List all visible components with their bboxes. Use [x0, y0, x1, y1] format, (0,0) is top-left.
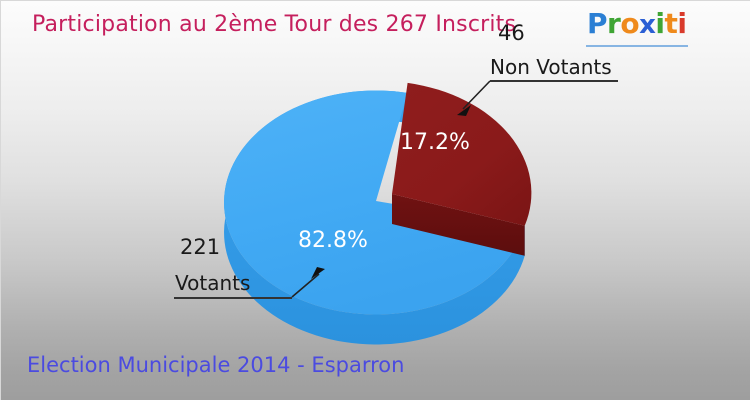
- proxiti-logo[interactable]: Proxiti: [587, 7, 687, 40]
- non-votants-value: 46: [498, 21, 525, 45]
- leader-votants: [291, 267, 325, 298]
- votants-underline: [174, 297, 292, 299]
- slice-votants-percentage: 82.8%: [298, 228, 368, 253]
- slice-non-votants-percentage: 17.2%: [400, 130, 470, 155]
- logo-underline: [586, 45, 688, 47]
- logo-letter-i1: i: [655, 7, 665, 40]
- logo-letter-x: x: [639, 10, 656, 40]
- votants-label: Votants: [175, 271, 251, 295]
- slice-votants-top: [224, 90, 525, 315]
- votants-value: 221: [180, 235, 221, 259]
- non-votants-label: Non Votants: [490, 55, 612, 79]
- slice-non-votants[interactable]: 17.2%: [392, 82, 532, 256]
- logo-letter-p: P: [587, 7, 608, 40]
- logo-letter-r: r: [607, 7, 621, 40]
- slice-non-votants-top: [392, 82, 532, 226]
- footer-caption: Election Municipale 2014 - Esparron: [27, 353, 405, 377]
- logo-letter-t: t: [664, 7, 678, 40]
- slice-non-votants-side: [392, 194, 525, 256]
- logo-letter-i2: i: [677, 7, 687, 40]
- page-title: Participation au 2ème Tour des 267 Inscr…: [32, 12, 517, 37]
- slice-votants[interactable]: 82.8%: [224, 90, 525, 345]
- logo-letter-o: o: [620, 7, 640, 40]
- leader-non-votants: [457, 80, 491, 116]
- non-votants-underline: [490, 80, 618, 82]
